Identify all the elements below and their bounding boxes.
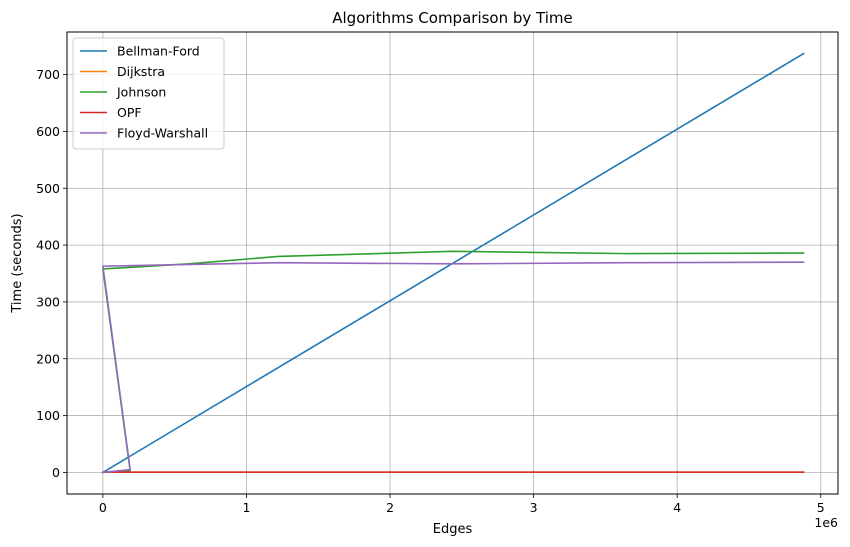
x-tick-label: 5 [817, 500, 825, 515]
chart-title: Algorithms Comparison by Time [332, 9, 573, 27]
x-axis-offset-label: 1e6 [814, 515, 838, 530]
series-line-floyd-warshall [102, 261, 805, 474]
legend-entry-label: Dijkstra [117, 64, 165, 79]
y-tick-label: 100 [36, 408, 60, 423]
x-tick-label: 0 [99, 500, 107, 515]
series-lines [101, 52, 805, 474]
plot-frame [66, 31, 839, 495]
y-axis-ticks: 0 100 200 300 400 500 600 700 [36, 67, 67, 480]
y-tick-label: 500 [36, 181, 60, 196]
x-tick-label: 3 [530, 500, 538, 515]
y-tick-label: 600 [36, 124, 60, 139]
y-tick-label: 200 [36, 351, 60, 366]
legend-entry-label: Floyd-Warshall [117, 126, 208, 141]
series-line-bellman-ford [101, 52, 805, 474]
grid [67, 32, 838, 494]
y-tick-label: 300 [36, 294, 60, 309]
x-tick-label: 4 [673, 500, 681, 515]
x-tick-label: 1 [242, 500, 250, 515]
x-tick-label: 2 [386, 500, 394, 515]
y-tick-label: 400 [36, 238, 60, 253]
legend-entry-label: OPF [117, 105, 142, 120]
legend-entry-label: Bellman-Ford [117, 44, 200, 59]
y-tick-label: 0 [52, 465, 60, 480]
x-axis-ticks: 0 1 2 3 4 5 [99, 494, 825, 515]
x-axis-label: Edges [433, 522, 473, 537]
y-axis-label: Time (seconds) [10, 213, 25, 313]
legend-entry-label: Johnson [116, 85, 166, 100]
series-line-johnson [102, 250, 805, 474]
legend: Bellman-Ford Dijkstra Johnson OPF Floyd-Wars… [72, 37, 225, 150]
y-tick-label: 700 [36, 67, 60, 82]
legend-box [72, 37, 225, 150]
